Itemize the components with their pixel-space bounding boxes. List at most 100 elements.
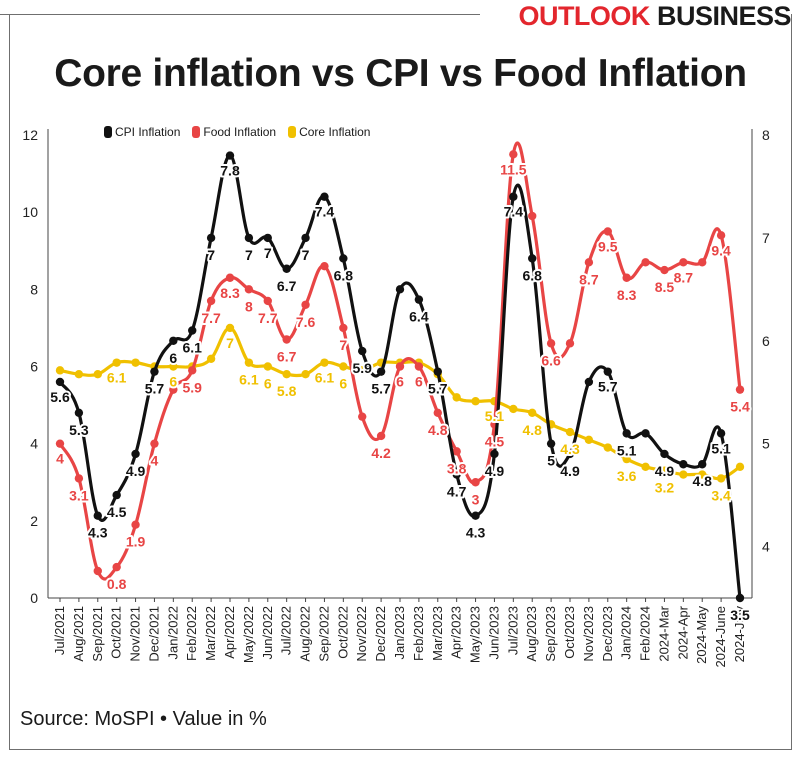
food-point (244, 285, 254, 294)
food-data-label: 3.1 (69, 487, 89, 503)
core-series-line (59, 326, 741, 481)
x-tick-label: Sep/2023 (543, 606, 558, 662)
x-tick-label: Mar/2023 (430, 606, 445, 661)
food-data-label: 3.8 (447, 460, 467, 476)
y-tick-right-label: 5 (762, 436, 770, 452)
food-point (376, 431, 386, 441)
x-tick-label: 2024-Apr (675, 605, 690, 659)
food-data-label-halo: 9.5 (598, 238, 618, 254)
food-data-label-halo: 8.7 (579, 271, 599, 287)
core-data-label: 7 (226, 335, 234, 351)
cpi-data-label: 5.7 (598, 379, 618, 395)
x-tick-label: Apr/2022 (222, 606, 237, 659)
cpi-data-label: 5.1 (711, 440, 731, 456)
cpi-data-label-halo: 5.3 (69, 422, 89, 438)
core-point (320, 358, 329, 367)
x-tick-label: Sep/2021 (90, 606, 105, 662)
food-data-label: 8.3 (617, 287, 637, 303)
x-tick-label: May/2023 (468, 606, 483, 663)
food-point (301, 300, 310, 309)
x-tick-label: Mar/2022 (203, 606, 218, 661)
y-tick-left-label: 6 (30, 359, 38, 375)
cpi-data-label: 5.7 (428, 381, 448, 397)
core-point (339, 362, 348, 371)
core-point (660, 466, 669, 475)
food-data-label: 4.2 (371, 445, 391, 461)
cpi-data-label: 5.7 (145, 381, 165, 397)
food-data-label-halo: 3.8 (447, 460, 467, 476)
core-point (735, 462, 745, 472)
food-data-label-halo: 6.7 (277, 348, 297, 364)
food-point (358, 412, 367, 421)
food-point (528, 211, 537, 221)
core-point (358, 366, 367, 375)
x-tick-label: Feb/2022 (184, 606, 199, 661)
cpi-data-label-halo: 5.6 (50, 389, 70, 405)
food-data-label: 8.5 (655, 279, 675, 295)
cpi-point (660, 449, 669, 459)
x-tick-label: Oct/2023 (562, 606, 577, 659)
food-data-label: 7.7 (258, 310, 278, 326)
cpi-data-label-halo: 5.7 (598, 379, 618, 395)
chart-title: Core inflation vs CPI vs Food Inflation (54, 52, 747, 95)
top-rule (0, 14, 480, 15)
cpi-point (244, 233, 254, 243)
core-point (112, 358, 121, 367)
cpi-data-label-halo: 5.9 (352, 360, 372, 376)
source-note: Source: MoSPI • Value in % (20, 708, 267, 730)
food-point (74, 474, 84, 483)
core-data-label: 5.8 (277, 383, 297, 399)
food-point (55, 439, 65, 448)
cpi-data-label: 7.4 (504, 204, 524, 220)
x-tick-label: Jun/2022 (260, 606, 275, 660)
cpi-data-label: 7 (245, 247, 253, 263)
food-point (716, 231, 726, 240)
food-data-label: 4 (56, 451, 64, 467)
core-data-label: 6.1 (239, 372, 259, 388)
core-data-label-halo: 6 (339, 376, 347, 392)
food-data-label-halo: 4 (151, 453, 159, 469)
cpi-data-label: 6.8 (334, 267, 354, 283)
food-data-label: 3 (472, 491, 480, 507)
food-data-label: 1.9 (126, 534, 146, 550)
cpi-point (716, 429, 726, 438)
food-point (169, 385, 178, 394)
cpi-data-label: 6.1 (182, 339, 202, 355)
core-data-label-halo: 3.4 (711, 487, 731, 503)
cpi-data-label: 5.9 (352, 360, 372, 376)
food-data-label: 5.4 (730, 399, 750, 415)
x-tick-label: Aug/2023 (524, 606, 539, 662)
cpi-point (150, 367, 159, 376)
food-data-label-halo: 4.8 (428, 422, 448, 438)
core-data-label-halo: 6.1 (107, 370, 127, 386)
food-data-label-halo: 7.6 (296, 314, 316, 330)
core-data-label: 3.4 (711, 487, 731, 503)
cpi-data-label-halo: 7.8 (220, 163, 240, 179)
cpi-data-label: 3.5 (730, 607, 750, 623)
core-point (263, 362, 272, 371)
cpi-data-label: 7 (207, 247, 215, 263)
food-data-label: 4.5 (485, 433, 505, 449)
legend-item-food: Food Inflation (192, 125, 276, 139)
core-data-label: 6.1 (315, 370, 335, 386)
core-data-label: 6 (264, 376, 272, 392)
food-data-label: 7 (339, 337, 347, 353)
food-data-label-halo: 9.4 (711, 242, 731, 258)
cpi-point (546, 439, 556, 448)
food-data-label: 6.7 (277, 348, 297, 364)
food-data-label-halo: 5.4 (730, 399, 750, 415)
x-tick-label: Oct/2022 (335, 606, 350, 659)
food-point (93, 566, 102, 576)
food-data-label: 8.7 (579, 271, 599, 287)
food-data-label: 8 (245, 298, 253, 314)
core-point (528, 408, 537, 417)
food-data-label-halo: 6 (415, 374, 423, 390)
core-data-label: 3.2 (655, 480, 675, 496)
food-data-label: 4 (151, 453, 159, 469)
food-point (735, 385, 745, 394)
core-data-label-halo: 6 (169, 374, 177, 390)
cpi-point (509, 192, 518, 201)
brand-logo: OUTLOOK BUSINESS (518, 1, 791, 32)
core-data-label-halo: 3.6 (617, 468, 637, 484)
